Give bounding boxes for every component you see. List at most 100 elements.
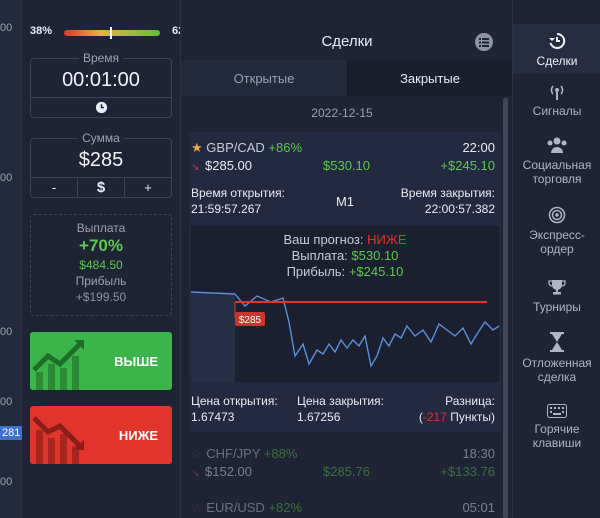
closed-deal[interactable]: ☆ EUR/USD +82% 05:01 [189, 498, 501, 518]
nav-signals[interactable]: Сигналы [513, 84, 600, 118]
lower-label: НИЖЕ [118, 427, 158, 443]
tab-open[interactable]: Открытые [181, 60, 347, 96]
list-icon[interactable] [475, 33, 493, 51]
sentiment-marker [110, 27, 113, 39]
star-icon[interactable]: ☆ [191, 446, 203, 461]
axis-label: 00 [0, 396, 13, 408]
diff-unit: Пункты) [450, 410, 495, 424]
deal-timeframe: M1 [335, 194, 355, 209]
clock-icon [95, 101, 107, 114]
close-price: 1.67256 [297, 410, 341, 424]
payout-value: $530.10 [351, 248, 399, 263]
forecast-label: Ваш прогноз: [283, 232, 364, 247]
nav-label: Отложенная сделка [522, 356, 592, 384]
nav-label: Сделки [536, 54, 578, 68]
lower-button[interactable]: НИЖЕ [30, 406, 172, 464]
close-price-label: Цена закрытия: [297, 394, 384, 408]
diff-open: ( [418, 410, 423, 424]
higher-button[interactable]: ВЫШЕ [30, 332, 172, 390]
diff-label: Разница: [445, 394, 495, 408]
amount-plus-button[interactable]: + [144, 180, 152, 195]
express-order-icon [548, 206, 566, 224]
amount-minus-button[interactable]: - [31, 178, 78, 197]
deal-payout: $285.76 [323, 464, 370, 479]
payout-info: Выплата +70% $484.50 Прибыль +$199.50 [30, 214, 172, 316]
date-header: 2022-12-15 [311, 106, 373, 120]
deal-profit: +$133.76 [440, 464, 495, 479]
axis-label: 00 [0, 326, 13, 338]
closed-deal[interactable]: ★ GBP/CAD +86% 22:00 ↘ $285.00 $530.10 +… [189, 132, 501, 432]
trader-sentiment: 38% 62% [30, 24, 194, 40]
signals-icon [550, 85, 564, 100]
social-trading-icon [547, 137, 567, 153]
nav-trades[interactable]: Сделки [513, 24, 600, 74]
nav-pending-trade[interactable]: Отложенная сделка [513, 332, 600, 384]
deal-time: 05:01 [462, 500, 495, 515]
nav-social-trading[interactable]: Социальная торговля [513, 136, 600, 186]
amount-selector[interactable]: Сумма $285 - $ + [30, 131, 172, 198]
nav-label: Сигналы [532, 104, 582, 118]
trend-down-icon [32, 416, 84, 464]
currency-toggle-button[interactable]: $ [78, 178, 125, 197]
nav-label: Экспресс-ордер [529, 228, 585, 256]
deal-result-info: Ваш прогноз: НИЖЕ Выплата: $530.10 Прибы… [191, 232, 499, 280]
star-icon[interactable]: ★ [191, 140, 203, 155]
deal-pair: GBP/CAD [206, 140, 265, 155]
price-axis: 00 00 00 00 281 00 [0, 0, 23, 518]
nav-express-order[interactable]: Экспресс-ордер [513, 206, 600, 256]
payout-label: Выплата: [291, 248, 348, 263]
open-time-label: Время открытия: [191, 186, 285, 200]
trade-panel: 38% 62% Время 00:01:00 Сумма $285 - $ + … [22, 0, 194, 518]
scrollbar[interactable] [503, 98, 508, 518]
trend-up-icon [32, 340, 84, 390]
deal-pair: CHF/JPY [206, 446, 261, 461]
arrow-down-icon: ↘ [191, 162, 200, 173]
hourglass-icon [550, 332, 564, 352]
tab-closed[interactable]: Закрытые [347, 60, 513, 96]
trades-panel: Сделки Открытые Закрытые 2022-12-15 ★ GB… [180, 0, 513, 518]
forecast-value: НИЖЕ [367, 232, 407, 247]
star-icon[interactable]: ☆ [191, 500, 203, 515]
right-sidebar: Сделки Сигналы Социальная торговля Экспр… [512, 0, 600, 518]
nav-hotkeys[interactable]: Горячие клавиши [513, 404, 600, 450]
time-selector[interactable]: Время 00:01:00 [30, 51, 172, 118]
nav-label: Социальная торговля [522, 158, 592, 186]
profit-amount: +$199.50 [75, 290, 127, 304]
closed-deal[interactable]: ☆ CHF/JPY +88% 18:30 ↘ $152.00 $285.76 +… [189, 444, 501, 484]
keyboard-icon [547, 404, 567, 418]
arrow-down-icon: ↘ [191, 468, 200, 479]
deal-payout-percent: +86% [268, 140, 303, 155]
axis-label: 00 [0, 22, 13, 34]
deal-profit: +$245.10 [440, 158, 495, 173]
deal-time: 22:00 [462, 140, 495, 155]
axis-label: 00 [0, 476, 13, 488]
axis-label: 00 [0, 172, 13, 184]
deal-pair: EUR/USD [206, 500, 265, 515]
amount-value[interactable]: $285 [78, 149, 124, 171]
chart-stake-tag: $285 [239, 315, 262, 326]
profit-caption: Прибыль [75, 274, 127, 288]
close-time: 22:00:57.382 [424, 202, 495, 216]
trades-tabs: Открытые Закрытые [181, 60, 513, 96]
nav-tournaments[interactable]: Турниры [513, 278, 600, 314]
payout-caption: Выплата [76, 221, 126, 235]
price-chart: $285 [191, 291, 499, 382]
axis-current-price: 281 [0, 426, 23, 440]
deal-payout-percent: +82% [268, 500, 303, 515]
payout-percent: +70% [79, 236, 123, 255]
deal-time: 18:30 [462, 446, 495, 461]
deal-payout: $530.10 [323, 158, 370, 173]
sentiment-bar [64, 27, 160, 39]
time-mode-toggle[interactable] [31, 97, 171, 117]
trophy-icon [548, 280, 566, 295]
deal-payout-percent: +88% [263, 446, 298, 461]
open-price-label: Цена открытия: [191, 394, 278, 408]
profit-label: Прибыль: [286, 264, 346, 279]
deal-chart: $285 Ваш прогноз: НИЖЕ Выплата: $530.10 … [191, 226, 499, 382]
profit-value: +$245.10 [348, 264, 404, 279]
open-time: 21:59:57.267 [191, 202, 262, 216]
close-time-label: Время закрытия: [400, 186, 495, 200]
higher-label: ВЫШЕ [114, 353, 158, 369]
time-value[interactable]: 00:01:00 [62, 69, 140, 91]
trades-icon [549, 32, 566, 49]
